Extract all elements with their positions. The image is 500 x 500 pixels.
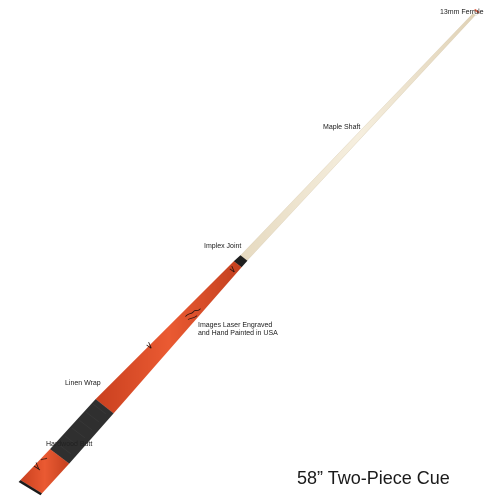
engraving-script	[185, 308, 201, 320]
product-title: 58” Two-Piece Cue	[297, 468, 450, 488]
wrap-texture	[57, 403, 107, 455]
implex-joint-label: Implex Joint	[204, 243, 242, 250]
engraved-design	[146, 266, 235, 349]
maple-shaft-label: Maple Shaft	[323, 124, 361, 131]
maple-shaft	[240, 13, 476, 261]
images-label: Images Laser Engraved and Hand Painted i…	[198, 322, 278, 338]
linen-wrap	[50, 399, 114, 464]
butt-cap	[18, 480, 42, 496]
images-label-line-2: and Hand Painted in USA	[198, 330, 278, 337]
forearm	[95, 261, 242, 414]
hardwood-butt-label: Hardwood Butt	[46, 441, 93, 448]
butt-sleeve	[20, 449, 70, 494]
ferrule-label: 13mm Ferrule	[440, 9, 484, 16]
butt-engraving	[33, 457, 48, 471]
cue-tip	[473, 8, 480, 14]
linen-wrap-label: Linen Wrap	[65, 380, 101, 387]
images-label-line-1: Images Laser Engraved	[198, 322, 273, 329]
implex-joint	[233, 255, 248, 268]
engraving-top	[229, 266, 235, 273]
engraving-lower	[146, 342, 152, 349]
ferrule	[471, 10, 479, 16]
